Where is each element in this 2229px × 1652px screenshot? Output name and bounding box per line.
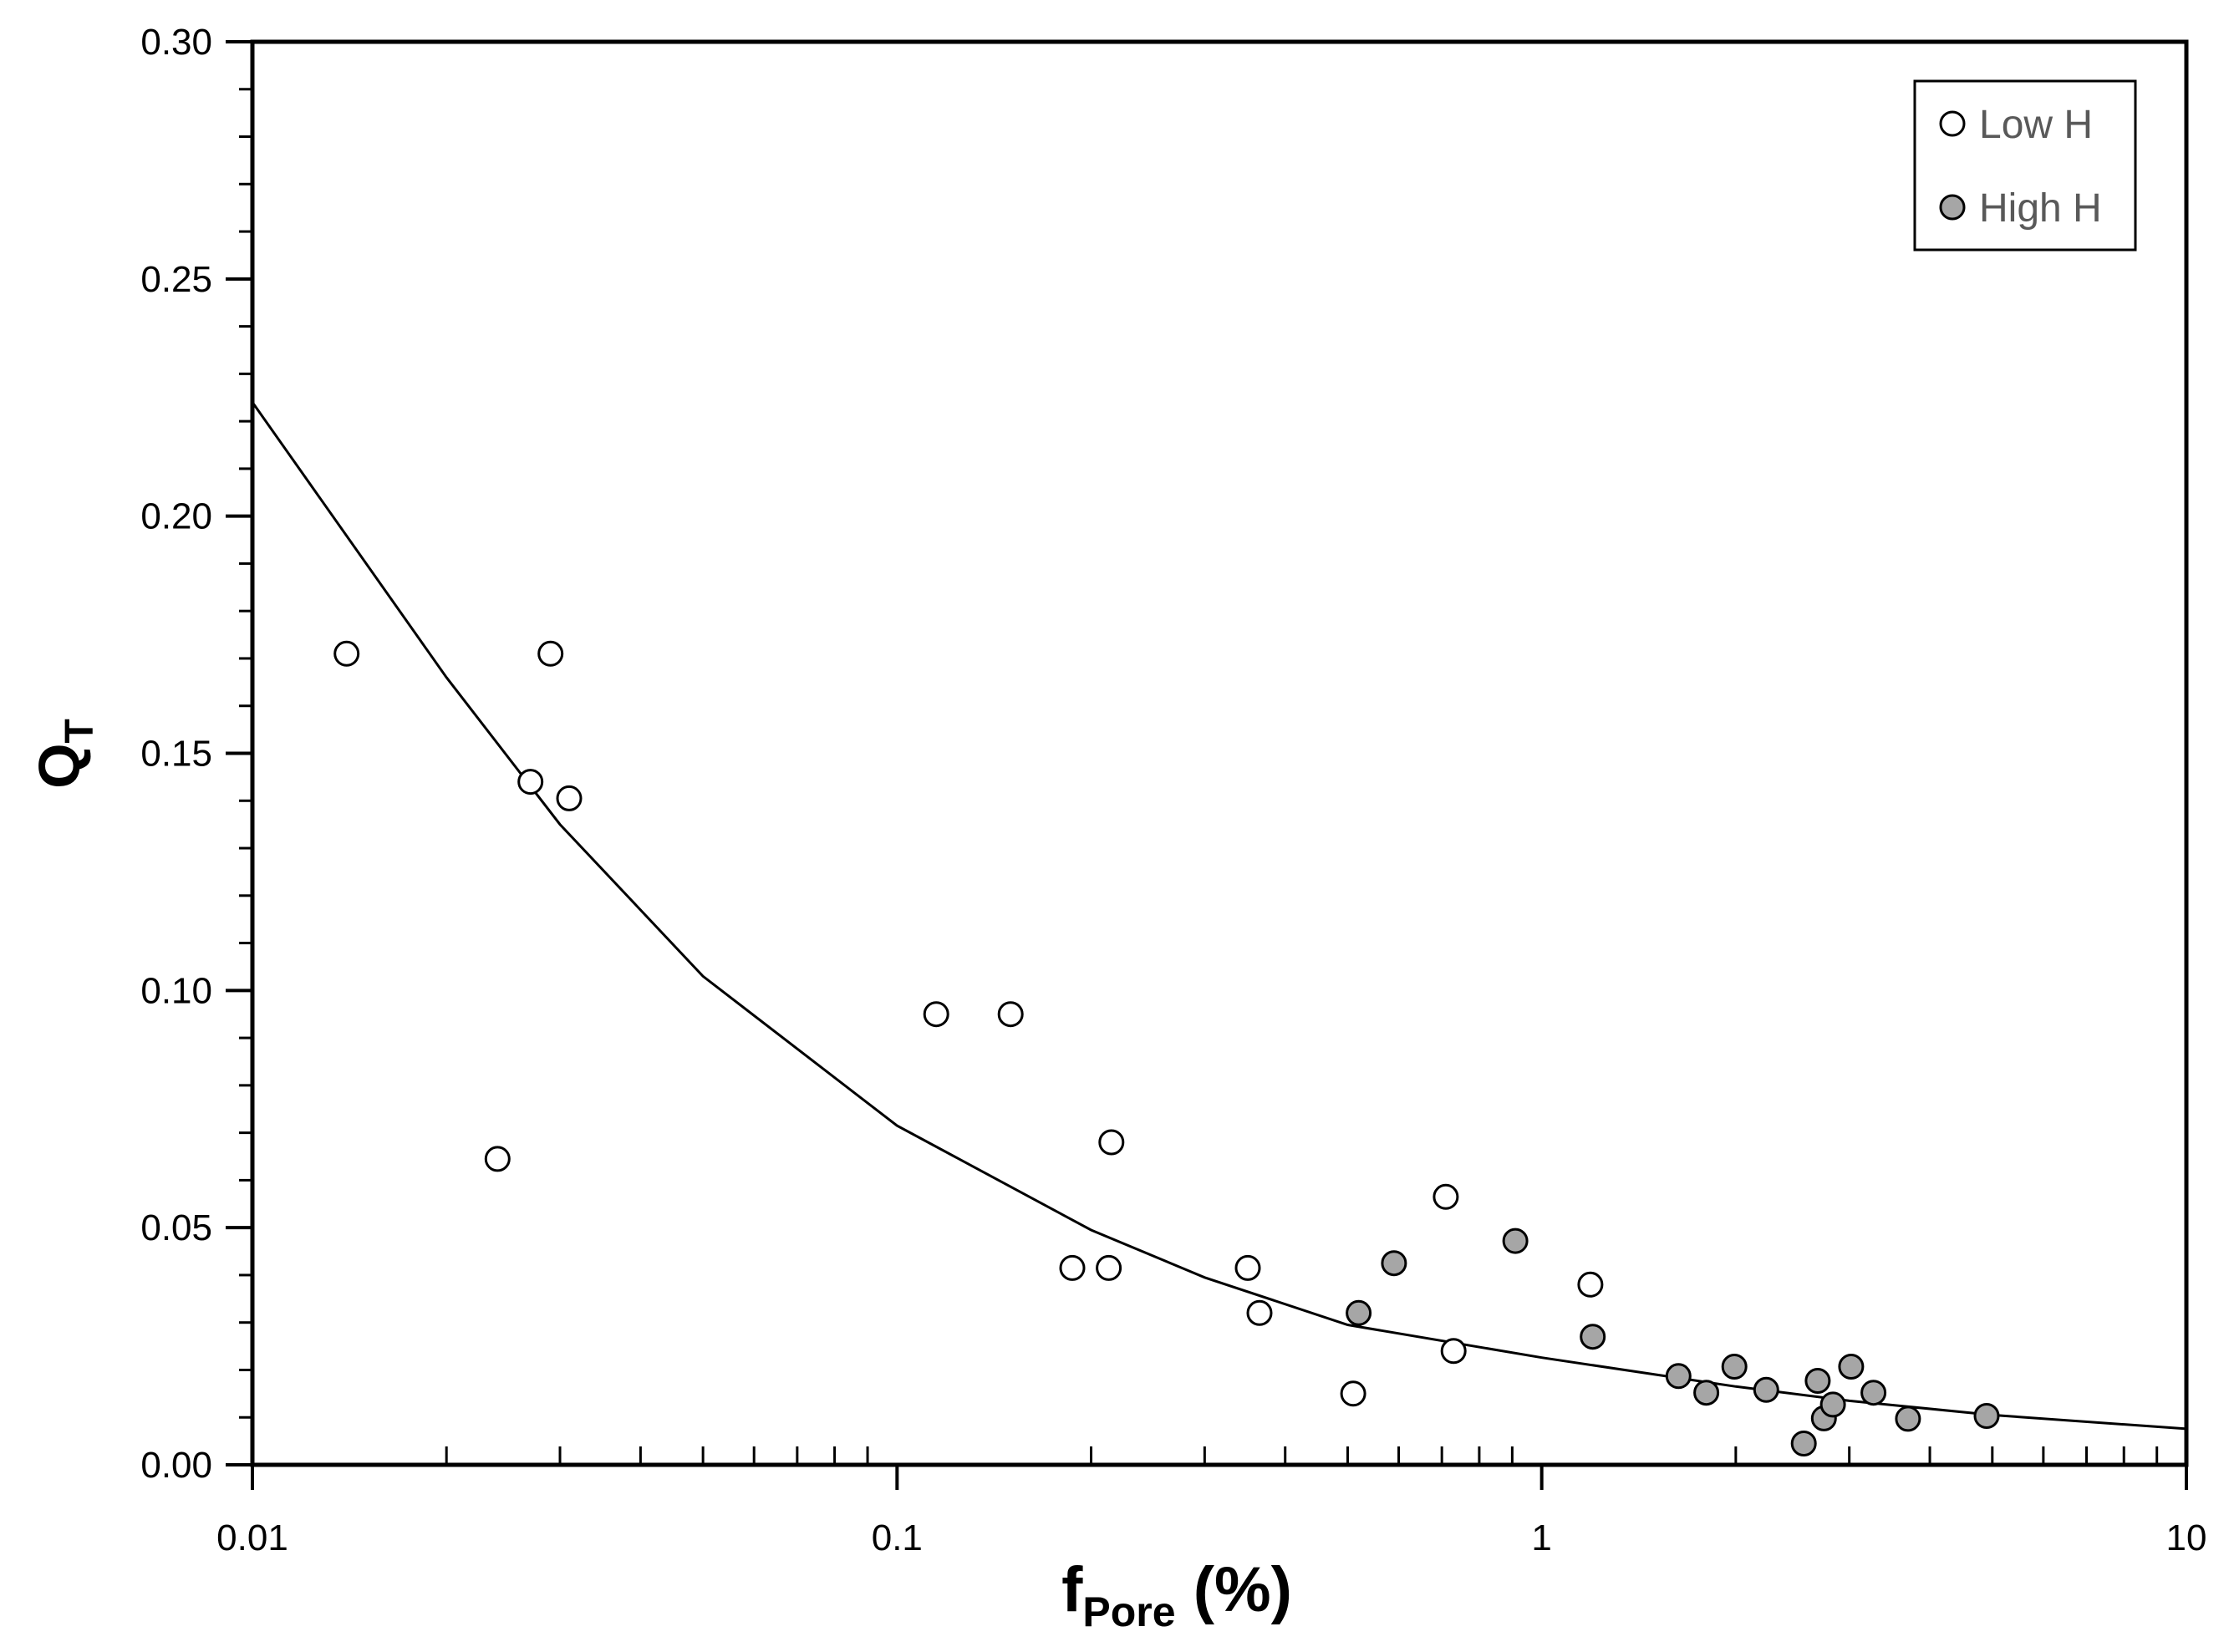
point-low-h (1577, 1271, 1604, 1298)
point-low-h (1433, 1183, 1459, 1210)
point-high-h (1721, 1354, 1748, 1380)
point-high-h (1895, 1405, 1921, 1432)
x-axis-title-suffix: (%) (1176, 1554, 1292, 1625)
y-tick-label: 0.00 (140, 1445, 212, 1486)
x-axis-title: fPore (%) (1061, 1554, 1292, 1635)
y-tick-label: 0.30 (140, 22, 212, 63)
point-low-h (997, 1001, 1024, 1028)
x-axis-title-main: f (1061, 1554, 1083, 1625)
point-high-h (1860, 1380, 1887, 1406)
y-tick-labels: 0.00 0.05 0.10 0.15 0.20 0.25 0.30 (140, 22, 212, 1486)
point-low-h (517, 769, 544, 796)
point-high-h (1502, 1228, 1529, 1254)
legend-marker-high-h (1939, 194, 1966, 221)
x-tick-label: 10 (2166, 1517, 2207, 1558)
y-axis-title: QT (27, 719, 102, 789)
legend-label-high-h: High H (1979, 186, 2102, 231)
point-high-h (1346, 1299, 1372, 1326)
y-tick-label: 0.05 (140, 1207, 212, 1248)
x-axis-title-subscript: Pore (1082, 1588, 1175, 1635)
y-tick-label: 0.10 (140, 970, 212, 1011)
legend: Low H High H (1913, 79, 2137, 252)
point-low-h (537, 640, 564, 667)
point-high-h (1580, 1324, 1606, 1350)
fit-curve (251, 401, 2187, 1431)
point-low-h (1059, 1254, 1086, 1281)
point-high-h (1693, 1380, 1720, 1406)
point-low-h (484, 1146, 511, 1172)
point-high-h (1838, 1354, 1865, 1380)
y-axis-title-main: Q (27, 743, 92, 788)
plot-area-frame (250, 39, 2189, 1467)
y-tick-label: 0.25 (140, 259, 212, 300)
x-tick-labels: 0.01 0.1 1 10 (216, 1517, 2206, 1558)
point-high-h (1665, 1363, 1692, 1390)
y-axis-title-subscript: T (58, 719, 102, 743)
point-high-h (1973, 1403, 2000, 1429)
points-layer (333, 640, 2000, 1456)
point-low-h (1440, 1338, 1467, 1365)
point-high-h (1381, 1250, 1407, 1277)
point-low-h (1096, 1254, 1122, 1281)
legend-box (1913, 79, 2137, 252)
point-high-h (1790, 1431, 1817, 1456)
legend-label-low-h: Low H (1979, 103, 2093, 147)
point-low-h (1234, 1254, 1261, 1281)
point-low-h (1098, 1129, 1125, 1156)
y-tick-label: 0.20 (140, 496, 212, 537)
point-high-h (1753, 1376, 1779, 1403)
x-tick-label: 0.01 (216, 1517, 288, 1558)
fit-curve-layer (251, 401, 2187, 1431)
ticks-layer (226, 40, 2188, 1490)
point-low-h (556, 785, 583, 811)
y-tick-label: 0.15 (140, 734, 212, 775)
point-low-h (1340, 1380, 1366, 1407)
point-low-h (1246, 1299, 1273, 1326)
legend-marker-low-h (1939, 110, 1966, 137)
point-high-h (1819, 1391, 1846, 1418)
point-low-h (923, 1001, 949, 1028)
point-high-h (1804, 1368, 1831, 1394)
point-low-h (333, 640, 360, 667)
x-tick-label: 0.1 (872, 1517, 923, 1558)
x-tick-label: 1 (1531, 1517, 1551, 1558)
